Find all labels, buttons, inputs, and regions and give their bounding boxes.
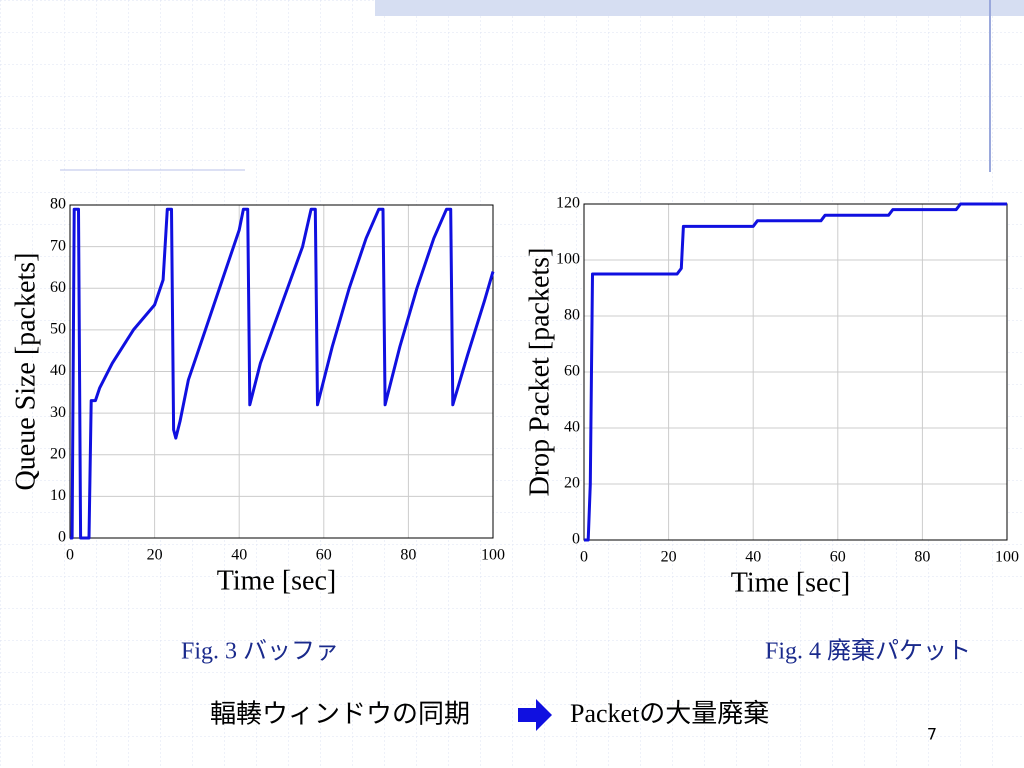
x-tick-label: 80 [400,547,416,564]
x-axis-label: Time [sec] [217,565,337,596]
x-axis-label: Time [sec] [731,567,851,598]
y-tick-label: 40 [564,419,580,436]
y-tick-label: 0 [58,529,66,546]
x-tick-label: 40 [231,547,247,564]
page-number: 7 [927,725,937,744]
y-tick-label: 60 [564,363,580,380]
x-tick-label: 20 [147,547,163,564]
x-tick-label: 40 [745,549,761,566]
x-tick-label: 80 [914,549,930,566]
data-line [70,207,495,540]
y-tick-label: 20 [50,445,66,462]
y-tick-label: 60 [50,279,66,296]
y-tick-label: 80 [50,196,66,213]
data-line [584,202,1007,542]
left-text: 輻輳ウィンドウの同期 [210,700,470,730]
plot-frame [69,204,494,539]
caption: Fig. 3 バッファ [181,639,339,665]
y-tick-label: 0 [572,531,580,548]
banner [375,0,1024,16]
y-tick-label: 70 [50,237,66,254]
y-tick-label: 20 [564,475,580,492]
y-axis-label: Queue Size [packets] [10,253,41,491]
y-tick-label: 40 [50,362,66,379]
x-tick-label: 0 [580,549,588,566]
caption: Fig. 4 廃棄パケット [765,638,971,665]
right-text: Packetの大量廃棄 [570,699,769,728]
x-tick-label: 60 [316,547,332,564]
x-tick-label: 0 [66,547,74,564]
x-tick-label: 20 [661,549,677,566]
y-tick-label: 50 [50,321,66,338]
x-tick-label: 100 [995,549,1019,566]
y-tick-label: 80 [564,307,580,324]
y-tick-label: 30 [50,404,66,421]
x-tick-label: 60 [830,549,846,566]
y-tick-label: 100 [556,251,580,268]
y-tick-label: 10 [50,487,66,504]
charts: 0 10 20 30 40 50 60 70 80 0 20 40 60 80 100 Time [sec] Q… [10,195,1019,665]
x-tick-label: 100 [481,547,505,564]
y-axis-label: Drop Packet [packets] [524,248,555,497]
y-tick-label: 120 [556,195,580,212]
plot-frame [583,203,1008,541]
arrow [518,699,552,731]
